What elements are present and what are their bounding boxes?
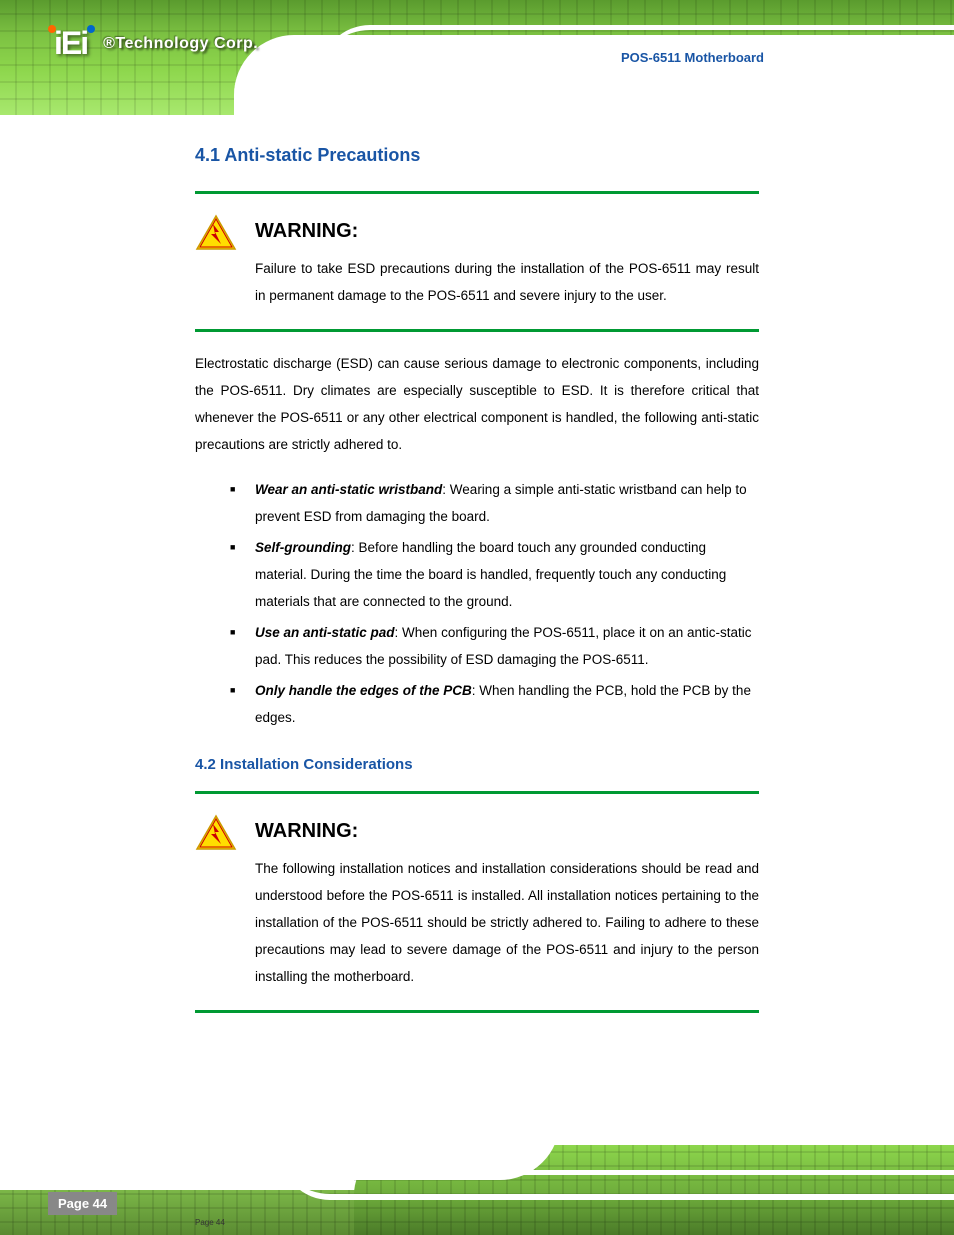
warning-icon [195, 214, 237, 252]
bullet-item-3: Use an anti-static pad: When configuring… [230, 619, 759, 673]
bullet-3-label: Use an anti-static pad [255, 625, 395, 640]
warning-text-2: The following installation notices and i… [255, 855, 759, 990]
page-number-label: Page 44 [48, 1192, 117, 1215]
footer-curve-2 [280, 1130, 954, 1200]
subsection-heading: 4.2 Installation Considerations [195, 756, 759, 773]
main-content: 4.1 Anti-static Precautions WARNING: Fai… [0, 115, 954, 1058]
warning-block-1: WARNING: Failure to take ESD precautions… [195, 214, 759, 309]
bullet-item-1: Wear an anti-static wristband: Wearing a… [230, 476, 759, 530]
iei-logo: iEi [48, 25, 95, 62]
bullet-2-label: Self-grounding [255, 540, 351, 555]
bullet-item-4: Only handle the edges of the PCB: When h… [230, 677, 759, 731]
section-title: Anti-static Precautions [224, 145, 420, 165]
subsection-title: Installation Considerations [220, 756, 413, 773]
divider-bottom-1 [195, 329, 759, 332]
section-number: 4.1 [195, 145, 220, 165]
logo-area: iEi ®Technology Corp. [48, 25, 258, 62]
product-name: POS-6511 Motherboard [621, 50, 764, 65]
warning-text-1: Failure to take ESD precautions during t… [255, 255, 759, 309]
bullet-item-2: Self-grounding: Before handling the boar… [230, 534, 759, 615]
precautions-list: Wear an anti-static wristband: Wearing a… [230, 476, 759, 731]
warning-title-2: WARNING: [255, 820, 759, 843]
bullet-1-label: Wear an anti-static wristband [255, 482, 442, 497]
intro-paragraph: Electrostatic discharge (ESD) can cause … [195, 350, 759, 458]
logo-tagline: ®Technology Corp. [103, 35, 258, 53]
header-banner: iEi ®Technology Corp. POS-6511 Motherboa… [0, 0, 954, 115]
footer-banner: Page 44 Page 44 [0, 1120, 954, 1235]
warning-block-2: WARNING: The following installation noti… [195, 814, 759, 990]
subsection-number: 4.2 [195, 756, 216, 773]
warning-icon [195, 814, 237, 852]
divider-top-2 [195, 791, 759, 794]
divider-bottom-2 [195, 1010, 759, 1013]
warning-title-1: WARNING: [255, 220, 759, 243]
divider-top-1 [195, 191, 759, 194]
page-small-note: Page 44 [195, 1218, 225, 1227]
bullet-4-label: Only handle the edges of the PCB [255, 683, 472, 698]
section-heading: 4.1 Anti-static Precautions [195, 145, 759, 166]
